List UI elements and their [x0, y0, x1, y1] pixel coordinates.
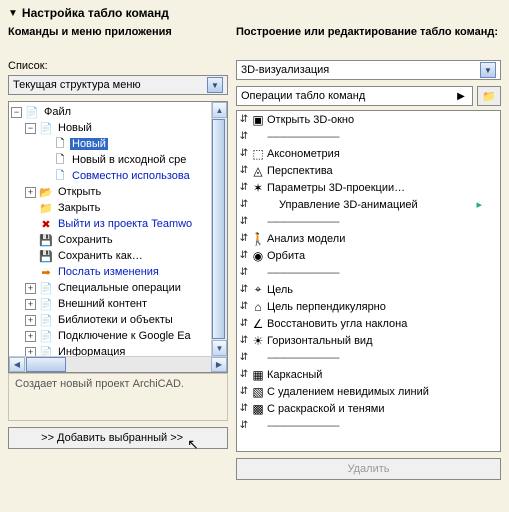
list-item[interactable]: ⇵⬚Аксонометрия	[237, 145, 500, 162]
tree-item-shared[interactable]: 🗋Совместно использова	[11, 168, 225, 184]
list-item[interactable]: ⇵Управление 3D-анимацией▸	[237, 196, 500, 213]
tree-item-close[interactable]: 📁Закрыть	[11, 200, 225, 216]
folder-icon: 📁	[482, 90, 496, 103]
tree-item-open[interactable]: +📂Открыть	[11, 184, 225, 200]
orbit-icon: ◉	[249, 249, 267, 263]
list-item[interactable]: ⇵▧С удалением невидимых линий	[237, 383, 500, 400]
collapse-arrow-icon[interactable]: ▼	[8, 8, 18, 19]
tree-scrollbar-vertical[interactable]: ▲ ▼	[211, 102, 227, 356]
target-icon: ⌖	[249, 282, 267, 297]
play-arrow-icon[interactable]: ▶	[454, 87, 468, 105]
ops-text: Операции табло команд	[241, 90, 454, 102]
walk-icon: 🚶	[249, 232, 267, 246]
axonometry-icon: ⬚	[249, 147, 267, 161]
house-icon: ⌂	[249, 300, 267, 314]
menu-icon: 📄	[38, 329, 54, 343]
wireframe-icon: ▦	[249, 368, 267, 382]
new-file-icon: 🗋	[52, 153, 68, 167]
list-separator[interactable]: ⇵---------------------------	[237, 264, 500, 281]
scroll-down-icon[interactable]: ▼	[212, 340, 227, 356]
save-icon: 💾	[38, 233, 54, 247]
list-item[interactable]: ⇵✶Параметры 3D-проекции…	[237, 179, 500, 196]
list-item[interactable]: ⇵◉Орбита	[237, 247, 500, 264]
delete-button[interactable]: Удалить	[236, 458, 501, 480]
list-separator[interactable]: ⇵---------------------------	[237, 213, 500, 230]
list-item[interactable]: ⇵▩С раскраской и тенями	[237, 400, 500, 417]
tree-item-external[interactable]: +📄Внешний контент	[11, 296, 225, 312]
list-item[interactable]: ⇵☀Горизонтальный вид	[237, 332, 500, 349]
send-icon: ➡	[38, 265, 54, 279]
toolbar-ops-combo[interactable]: Операции табло команд ▶	[236, 86, 473, 106]
list-label: Список:	[8, 60, 228, 72]
projection-icon: ✶	[249, 181, 267, 195]
combo-text: Текущая структура меню	[13, 79, 207, 91]
list-separator[interactable]: ⇵---------------------------	[237, 349, 500, 366]
tree-item-new-cmd[interactable]: 🗋Новый	[11, 136, 225, 152]
toolbar-select-combo[interactable]: 3D-визуализация ▼	[236, 60, 501, 80]
tree-item-libs[interactable]: +📄Библиотеки и объекты	[11, 312, 225, 328]
hidden-line-icon: ▧	[249, 385, 267, 399]
status-description: Создает новый проект ArchiCAD.	[8, 373, 228, 421]
menu-icon: 📄	[24, 105, 40, 119]
submenu-icon: ▸	[476, 198, 482, 211]
list-separator[interactable]: ⇵---------------------------	[237, 417, 500, 434]
menu-icon: 📄	[38, 121, 54, 135]
menu-structure-combo[interactable]: Текущая структура меню ▼	[8, 75, 228, 95]
perspective-icon: ◬	[249, 164, 267, 178]
tree-item-new[interactable]: −📄Новый	[11, 120, 225, 136]
panel-title: ▼ Настройка табло команд	[8, 6, 501, 20]
new-file-icon: 🗋	[52, 137, 68, 151]
tree-item-save[interactable]: 💾Сохранить	[11, 232, 225, 248]
tree-item-new-src[interactable]: 🗋Новый в исходной сре	[11, 152, 225, 168]
scroll-up-icon[interactable]: ▲	[212, 102, 227, 118]
delete-label: Удалить	[348, 463, 390, 475]
panel-title-text: Настройка табло команд	[22, 6, 169, 20]
toolbar-commands-list[interactable]: ⇵▣Открыть 3D-окно ⇵---------------------…	[236, 110, 501, 452]
right-section-label: Построение или редактирование табло кома…	[236, 26, 501, 54]
menu-icon: 📄	[38, 313, 54, 327]
folder-open-icon: 📂	[38, 185, 54, 199]
tree-item-exit-team[interactable]: ✖Выйти из проекта Teamwo	[11, 216, 225, 232]
left-section-label: Команды и меню приложения	[8, 26, 228, 54]
list-item[interactable]: ⇵▣Открыть 3D-окно	[237, 111, 500, 128]
exit-icon: ✖	[38, 217, 54, 231]
list-item[interactable]: ⇵⌂Цель перпендикулярно	[237, 298, 500, 315]
tree-item-file[interactable]: −📄Файл	[11, 104, 225, 120]
add-selected-label: >> Добавить выбранный >>	[41, 432, 183, 444]
chevron-down-icon[interactable]: ▼	[480, 62, 496, 78]
horizon-icon: ☀	[249, 334, 267, 348]
close-folder-icon: 📁	[38, 201, 54, 215]
angle-icon: ∠	[249, 317, 267, 331]
list-item[interactable]: ⇵▦Каркасный	[237, 366, 500, 383]
share-icon: 🗋	[52, 169, 68, 183]
list-item[interactable]: ⇵◬Перспектива	[237, 162, 500, 179]
chevron-down-icon[interactable]: ▼	[207, 77, 223, 93]
add-selected-button[interactable]: >> Добавить выбранный >> ↖	[8, 427, 228, 449]
tree-item-send[interactable]: ➡Послать изменения	[11, 264, 225, 280]
cursor-icon: ↖	[187, 436, 199, 453]
list-item[interactable]: ⇵⌖Цель	[237, 281, 500, 298]
shaded-icon: ▩	[249, 402, 267, 416]
list-item[interactable]: ⇵🚶Анализ модели	[237, 230, 500, 247]
list-separator[interactable]: ⇵---------------------------	[237, 128, 500, 145]
tree-scrollbar-horizontal[interactable]: ◀ ▶	[9, 356, 227, 372]
tree-item-special[interactable]: +📄Специальные операции	[11, 280, 225, 296]
menu-icon: 📄	[38, 297, 54, 311]
3d-window-icon: ▣	[249, 113, 267, 127]
tree-item-save-as[interactable]: 💾Сохранить как…	[11, 248, 225, 264]
menu-icon: 📄	[38, 281, 54, 295]
tree-item-google[interactable]: +📄Подключение к Google Ea	[11, 328, 225, 344]
list-item[interactable]: ⇵∠Восстановить угла наклона	[237, 315, 500, 332]
command-tree[interactable]: −📄Файл −📄Новый 🗋Новый 🗋Новый в исходной …	[8, 101, 228, 373]
scroll-right-icon[interactable]: ▶	[211, 357, 227, 372]
combo-text: 3D-визуализация	[241, 64, 480, 76]
save-as-icon: 💾	[38, 249, 54, 263]
scroll-left-icon[interactable]: ◀	[9, 357, 25, 372]
drag-handle-icon[interactable]: ⇵	[239, 114, 249, 125]
folder-browse-button[interactable]: 📁	[477, 86, 501, 106]
